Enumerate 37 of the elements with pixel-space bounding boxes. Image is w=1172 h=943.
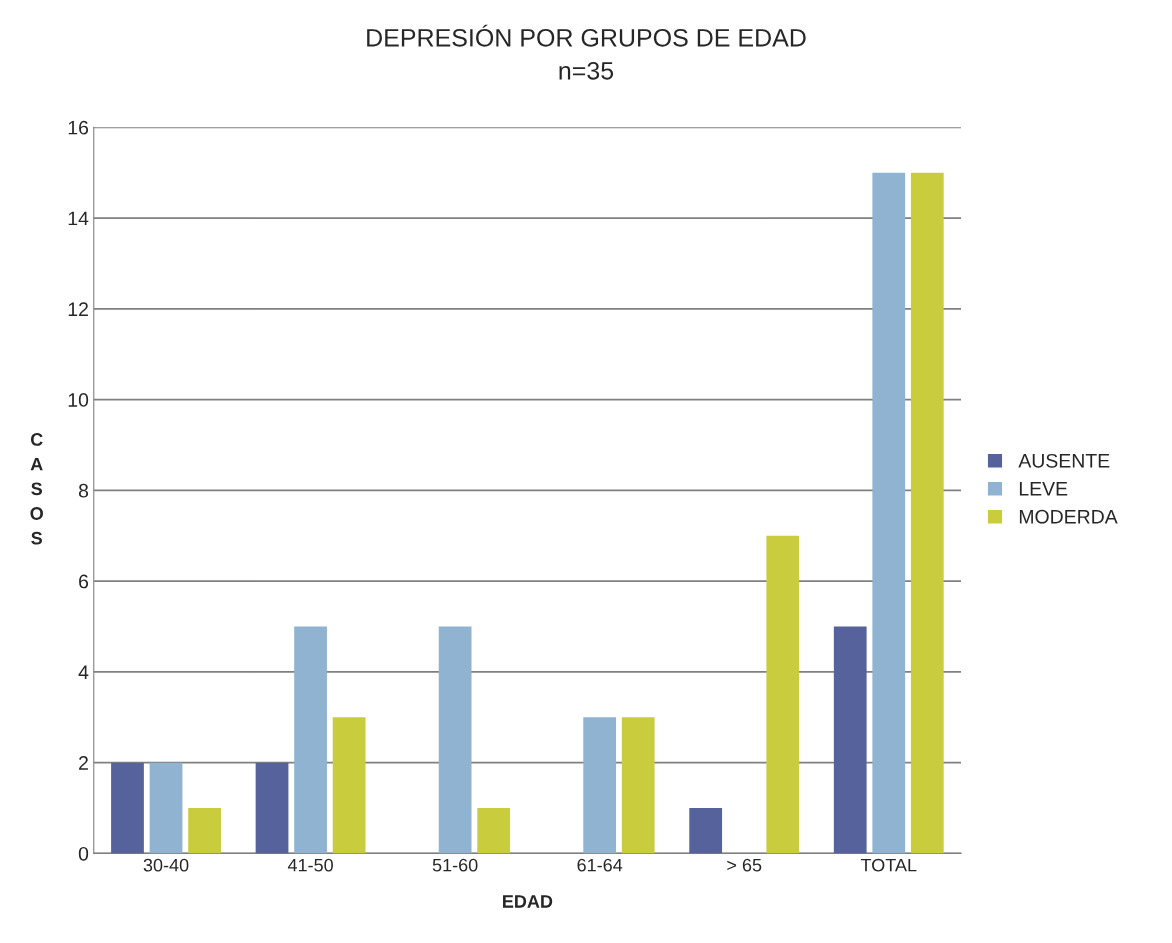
bar — [872, 172, 906, 854]
bar — [188, 808, 221, 854]
y-tick-label: 4 — [78, 665, 89, 679]
bar — [294, 626, 327, 854]
legend-label: MODERDA — [1019, 509, 1118, 524]
y-tick-label: 12 — [68, 302, 88, 316]
x-tick-label: 41-50 — [287, 858, 333, 872]
y-tick-label: 8 — [78, 483, 89, 498]
chart-subtitle: n=35 — [559, 61, 614, 80]
y-tick-label: 10 — [68, 393, 89, 407]
bar — [477, 808, 511, 854]
bar — [438, 626, 472, 854]
x-tick-label: 30-40 — [143, 858, 189, 872]
bar — [149, 762, 183, 854]
y-axis-title: CASOS — [30, 433, 43, 545]
legend-label: LEVE — [1019, 482, 1068, 496]
legend-label: AUSENTE — [1018, 453, 1110, 468]
y-tick-label: 6 — [79, 574, 89, 589]
bar — [689, 808, 723, 854]
x-axis-title: EDAD — [503, 895, 553, 908]
y-tick-label: 16 — [68, 120, 89, 135]
bar — [332, 717, 366, 854]
x-tick-label: 61-64 — [577, 858, 623, 872]
y-tick-label: 0 — [78, 846, 89, 861]
bar — [583, 717, 617, 854]
x-tick-label: TOTAL — [860, 858, 917, 872]
x-tick-label: 51-60 — [432, 858, 478, 872]
bar — [766, 535, 800, 854]
y-tick-label: 14 — [68, 211, 89, 226]
bar — [833, 626, 867, 854]
bar — [910, 172, 944, 854]
x-tick-label: > 65 — [727, 858, 762, 872]
bar — [111, 762, 144, 854]
chart-title: DEPRESIÓN POR GRUPOS DE EDAD — [367, 24, 806, 47]
y-tick-label: 2 — [79, 756, 88, 770]
bar — [621, 717, 655, 854]
bar — [255, 762, 289, 854]
